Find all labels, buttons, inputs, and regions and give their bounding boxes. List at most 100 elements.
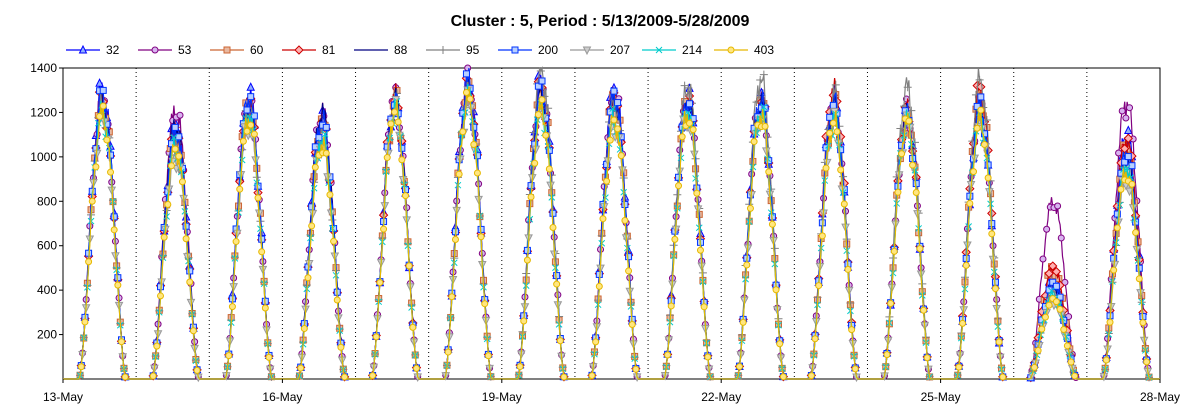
data-point: [772, 286, 780, 294]
data-point: [1124, 153, 1132, 161]
data-point: [531, 159, 539, 167]
data-point: [330, 237, 338, 245]
data-point: [610, 87, 618, 95]
data-point: [896, 124, 905, 133]
data-point: [1063, 342, 1071, 350]
data-point: [752, 98, 761, 107]
data-point: [254, 194, 262, 202]
data-point: [844, 265, 852, 273]
data-point: [700, 303, 708, 311]
x-tick-label: 19-May: [482, 390, 522, 404]
data-point: [402, 192, 410, 200]
data-point: [628, 321, 636, 329]
legend-label: 53: [178, 43, 192, 57]
legend-label: 403: [754, 43, 774, 57]
data-point: [383, 154, 391, 162]
data-point: [258, 248, 266, 256]
data-point: [261, 304, 269, 312]
data-point: [693, 189, 701, 197]
data-point: [398, 144, 406, 152]
data-point: [667, 302, 675, 310]
data-point: [311, 163, 319, 171]
data-point: [995, 338, 1003, 346]
legend-label: 32: [106, 43, 120, 57]
data-point: [118, 338, 126, 346]
data-point: [94, 119, 102, 127]
data-point: [556, 337, 564, 345]
data-point: [171, 145, 179, 153]
data-point: [481, 300, 489, 308]
data-point: [1102, 356, 1110, 364]
data-point: [916, 245, 924, 253]
data-point: [78, 44, 88, 54]
data-point: [247, 93, 255, 101]
data-point: [236, 185, 244, 193]
data-point: [829, 119, 837, 127]
data-point: [536, 67, 545, 76]
data-point: [1054, 202, 1062, 210]
data-point: [304, 274, 312, 282]
data-point: [1049, 278, 1057, 286]
data-point: [107, 168, 115, 176]
data-point: [704, 353, 712, 361]
data-point: [760, 103, 768, 111]
data-point: [228, 303, 236, 311]
data-point: [464, 64, 472, 72]
data-point: [599, 215, 607, 223]
data-point: [1113, 224, 1121, 232]
data-point: [326, 191, 334, 199]
data-point: [170, 134, 178, 141]
data-point: [761, 122, 769, 130]
data-point: [380, 225, 388, 233]
data-point: [759, 70, 768, 79]
data-point: [160, 233, 168, 241]
data-point: [1071, 372, 1079, 380]
data-point: [95, 78, 104, 87]
data-point: [1060, 326, 1068, 334]
data-point: [920, 306, 928, 314]
data-point: [402, 186, 410, 194]
data-point: [341, 373, 349, 381]
data-point: [462, 70, 470, 78]
data-point: [88, 197, 96, 205]
data-point: [92, 163, 100, 171]
data-point: [959, 319, 967, 327]
data-point: [534, 82, 542, 90]
data-point: [1048, 261, 1058, 271]
data-point: [890, 247, 898, 255]
data-point: [1067, 358, 1075, 366]
y-tick-label: 200: [37, 328, 57, 342]
data-point: [448, 293, 456, 301]
data-point: [549, 223, 557, 231]
legend-label: 207: [610, 43, 630, 57]
data-point: [1051, 266, 1062, 277]
data-point: [223, 46, 231, 54]
data-point: [664, 351, 672, 359]
data-point: [973, 102, 981, 110]
data-point: [121, 373, 129, 381]
data-point: [182, 235, 190, 243]
data-point: [1123, 133, 1134, 144]
data-point: [909, 161, 917, 169]
data-point: [829, 101, 837, 109]
data-point: [538, 96, 546, 104]
data-point: [982, 115, 991, 124]
data-point: [523, 256, 531, 264]
data-point: [451, 235, 459, 243]
data-point: [625, 253, 633, 261]
legend-item: 53: [138, 43, 192, 57]
data-point: [85, 258, 93, 266]
y-tick-label: 600: [37, 239, 57, 253]
data-point: [308, 203, 316, 211]
data-point: [553, 280, 561, 288]
data-point: [321, 130, 329, 138]
data-point: [988, 230, 996, 238]
data-point: [675, 182, 683, 190]
data-point: [1119, 143, 1130, 154]
data-point: [193, 366, 201, 374]
data-point: [110, 226, 118, 234]
data-point: [603, 177, 611, 185]
data-point: [970, 168, 978, 176]
data-point: [232, 238, 240, 246]
